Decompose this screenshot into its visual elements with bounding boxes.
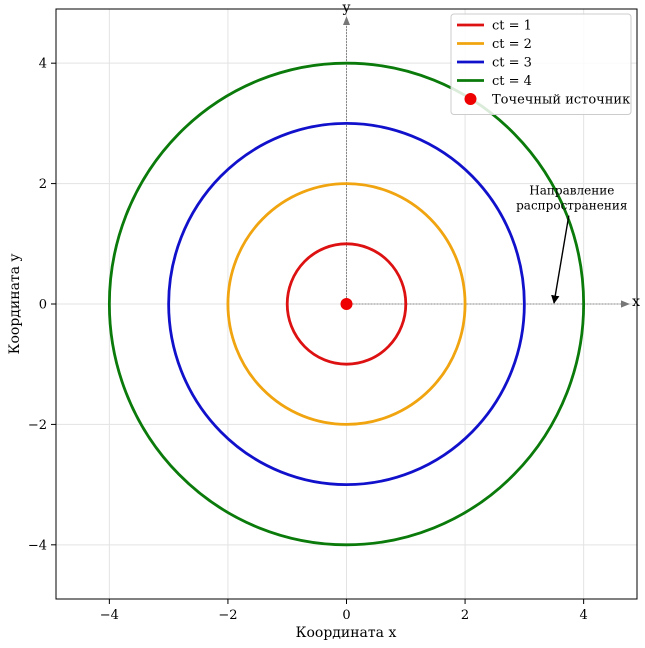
x-axis-label: Координата x	[296, 625, 397, 641]
x-tick-label: 0	[342, 608, 350, 623]
wavefront-circle-2	[226, 182, 467, 426]
axis-arrow-label-y: y	[342, 0, 351, 16]
y-tick-label: −2	[28, 418, 47, 433]
legend-label-point: Точечный источник	[492, 93, 630, 108]
annotation-text-line-2: распространения	[516, 199, 627, 213]
wavefront-circle-3	[167, 121, 526, 487]
y-tick-label: 0	[39, 298, 47, 313]
annotation-arrow	[551, 215, 570, 304]
legend-box	[450, 13, 632, 115]
y-tick-label: 2	[39, 177, 47, 192]
x-tick-label: −4	[100, 608, 119, 623]
legend-label-2: ct = 2	[492, 37, 532, 52]
x-tick-label: −2	[218, 608, 237, 623]
legend-label-4: ct = 4	[492, 74, 532, 89]
y-tick-label: −4	[28, 538, 47, 553]
ticks: −4 −2 0 2 4 −4 −2 0 2 4	[28, 57, 588, 623]
point-source-marker	[340, 298, 353, 310]
axis-arrows: xy	[342, 0, 641, 310]
point-layer	[340, 298, 353, 310]
axis-arrow-label-x: x	[632, 294, 640, 310]
legend-point-swatch	[464, 93, 477, 105]
series-layer	[107, 61, 586, 547]
legend-label-1: ct = 1	[492, 19, 532, 34]
x-tick-label: 4	[580, 608, 588, 623]
legend-label-3: ct = 3	[492, 56, 532, 71]
wavefront-circle-4	[107, 61, 586, 547]
x-tick-label: 2	[461, 608, 469, 623]
annotation-text-line-1: Направление	[529, 184, 614, 198]
wavefront-circle-1	[285, 242, 408, 366]
y-tick-label: 4	[39, 57, 47, 72]
legend: ct = 1 ct = 2 ct = 3 ct = 4 Точечный источни…	[450, 13, 632, 115]
y-axis-label: Координата y	[7, 254, 23, 355]
